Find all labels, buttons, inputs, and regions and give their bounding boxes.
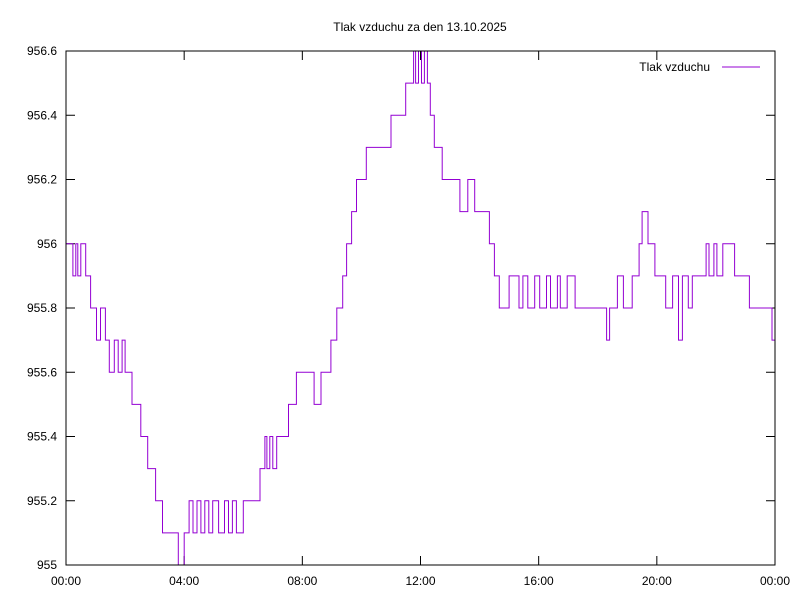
x-tick-label: 12:00 — [405, 574, 435, 588]
x-tick-label: 00:00 — [51, 574, 81, 588]
plot-frame — [65, 50, 776, 566]
x-axis-ticks: 00:00 04:00 08:00 12:00 16:00 20:00 00:00 — [51, 51, 790, 588]
x-tick-label: 00:00 — [760, 574, 790, 588]
chart-title: Tlak vzduchu za den 13.10.2025 — [333, 20, 507, 34]
x-tick-label: 16:00 — [524, 574, 554, 588]
y-tick-label: 955.4 — [27, 430, 57, 444]
y-tick-label: 955.8 — [27, 301, 57, 315]
y-tick-label: 955.6 — [27, 365, 57, 379]
x-tick-label: 08:00 — [287, 574, 317, 588]
x-tick-label: 20:00 — [642, 574, 672, 588]
y-tick-label: 956.2 — [27, 173, 57, 187]
y-tick-label: 955.2 — [27, 494, 57, 508]
y-tick-label: 956.4 — [27, 108, 57, 122]
legend-label: Tlak vzduchu — [639, 60, 710, 74]
legend: Tlak vzduchu — [639, 60, 760, 74]
series-line-tlak-vzduchu — [66, 50, 775, 566]
y-tick-label: 956 — [37, 237, 57, 251]
y-tick-label: 955 — [37, 558, 57, 572]
x-tick-label: 04:00 — [169, 574, 199, 588]
y-axis-ticks: 955 955.2 955.4 955.6 955.8 956 956.2 956.4 956.… — [27, 44, 775, 572]
y-tick-label: 956.6 — [27, 44, 57, 58]
